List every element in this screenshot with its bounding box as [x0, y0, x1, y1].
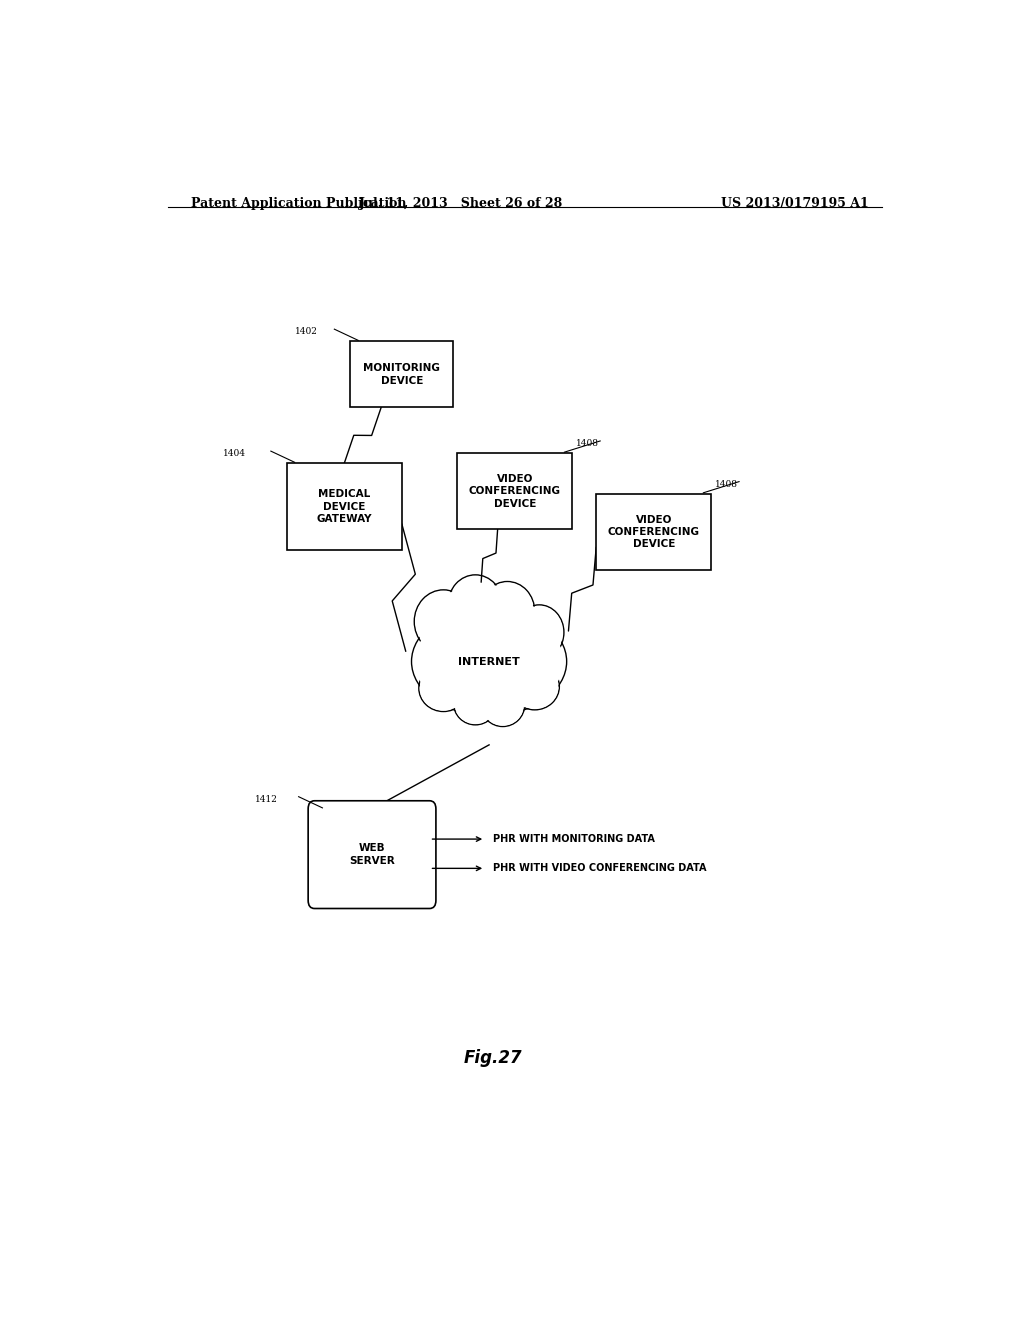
Text: PHR WITH MONITORING DATA: PHR WITH MONITORING DATA: [494, 834, 655, 843]
Text: 1404: 1404: [223, 449, 246, 458]
Ellipse shape: [480, 582, 535, 642]
Bar: [458, 453, 572, 529]
Text: VIDEO
CONFERENCING
DEVICE: VIDEO CONFERENCING DEVICE: [469, 474, 561, 508]
Ellipse shape: [454, 681, 498, 725]
Text: 1402: 1402: [295, 327, 317, 337]
Text: INTERNET: INTERNET: [458, 656, 520, 667]
Ellipse shape: [412, 607, 566, 715]
FancyBboxPatch shape: [308, 801, 436, 908]
Text: Fig.27: Fig.27: [464, 1049, 522, 1067]
Bar: [350, 342, 454, 408]
Text: Patent Application Publication: Patent Application Publication: [191, 197, 407, 210]
Ellipse shape: [416, 591, 471, 652]
Ellipse shape: [449, 574, 503, 635]
Ellipse shape: [515, 605, 564, 660]
Ellipse shape: [450, 576, 502, 634]
Ellipse shape: [481, 684, 524, 726]
Ellipse shape: [481, 582, 534, 640]
Text: PHR WITH VIDEO CONFERENCING DATA: PHR WITH VIDEO CONFERENCING DATA: [494, 863, 707, 874]
Text: WEB
SERVER: WEB SERVER: [349, 843, 395, 866]
Text: Jul. 11, 2013   Sheet 26 of 28: Jul. 11, 2013 Sheet 26 of 28: [359, 197, 563, 210]
Text: MEDICAL
DEVICE
GATEWAY: MEDICAL DEVICE GATEWAY: [316, 490, 372, 524]
Text: VIDEO
CONFERENCING
DEVICE: VIDEO CONFERENCING DEVICE: [608, 515, 699, 549]
Text: 1408: 1408: [715, 479, 738, 488]
Text: MONITORING
DEVICE: MONITORING DEVICE: [364, 363, 440, 385]
Ellipse shape: [415, 610, 563, 714]
Ellipse shape: [455, 682, 497, 723]
Text: US 2013/0179195 A1: US 2013/0179195 A1: [721, 197, 868, 210]
Ellipse shape: [415, 590, 473, 653]
Ellipse shape: [516, 606, 563, 659]
Text: 1412: 1412: [255, 795, 278, 804]
Ellipse shape: [511, 664, 558, 709]
Bar: [287, 463, 401, 549]
Ellipse shape: [510, 663, 559, 710]
Ellipse shape: [420, 665, 467, 710]
Bar: [596, 494, 712, 570]
Text: 1408: 1408: [577, 440, 599, 447]
Ellipse shape: [481, 684, 524, 726]
Ellipse shape: [419, 665, 468, 711]
